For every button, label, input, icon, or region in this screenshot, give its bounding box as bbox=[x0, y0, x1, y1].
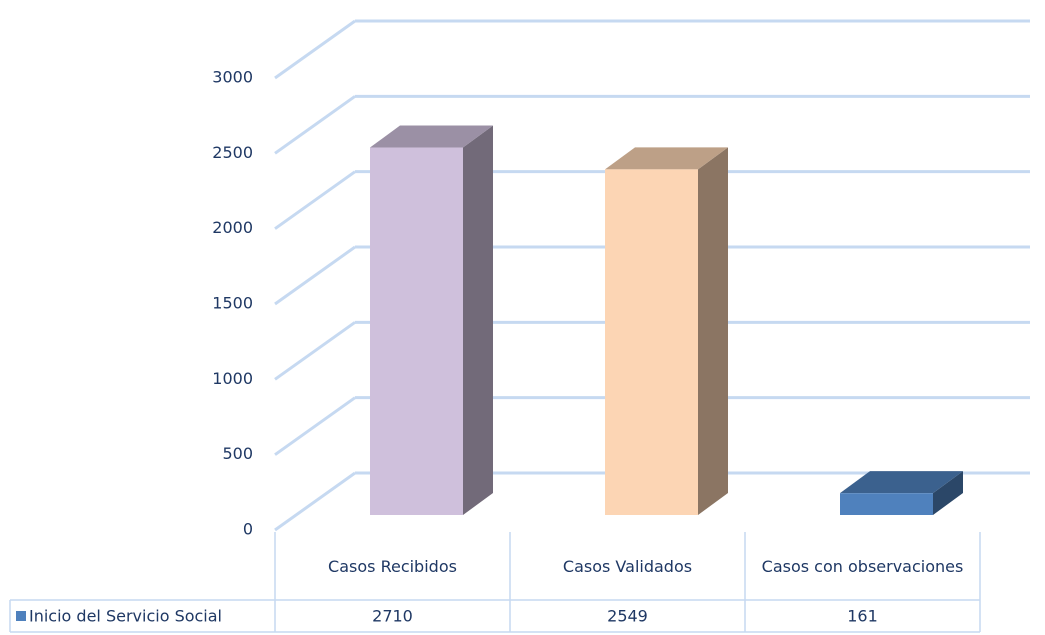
bar bbox=[605, 169, 698, 516]
y-tick-label: 2500 bbox=[212, 143, 253, 162]
grid-line bbox=[274, 396, 356, 456]
x-tick-label: Casos Recibidos bbox=[328, 557, 457, 576]
y-tick-label: 1000 bbox=[212, 369, 253, 388]
y-tick-label: 3000 bbox=[212, 68, 253, 87]
table-value: 2710 bbox=[372, 607, 413, 626]
x-tick-cell: Casos Validados bbox=[562, 557, 693, 576]
y-tick-label: 2000 bbox=[212, 218, 253, 237]
y-tick-label: 0 bbox=[243, 520, 253, 539]
bar-side bbox=[698, 147, 728, 516]
bar-top bbox=[605, 147, 728, 170]
legend-swatch bbox=[16, 611, 26, 621]
bar bbox=[370, 147, 463, 516]
grid-line bbox=[274, 170, 356, 230]
legend-label: Inicio del Servicio Social bbox=[29, 607, 222, 626]
grid-line bbox=[274, 95, 356, 155]
x-tick-cell: Casos Recibidos bbox=[328, 557, 457, 576]
x-tick-cell: Casos con observaciones bbox=[761, 557, 964, 576]
y-tick-label: 500 bbox=[222, 444, 253, 463]
bar bbox=[840, 493, 933, 515]
table-value: 2549 bbox=[607, 607, 648, 626]
bar-top bbox=[370, 125, 493, 148]
grid-line bbox=[274, 19, 356, 80]
bar-side bbox=[933, 471, 963, 515]
grid-line bbox=[274, 245, 356, 306]
x-tick-label: Casos con observaciones bbox=[761, 557, 964, 576]
bar-top bbox=[840, 471, 963, 494]
x-tick-label: Casos Validados bbox=[562, 557, 693, 576]
bar-side bbox=[463, 125, 493, 516]
grid-line bbox=[274, 471, 356, 532]
table-value: 161 bbox=[847, 607, 878, 626]
grid-line bbox=[274, 321, 356, 381]
y-tick-label: 1500 bbox=[212, 294, 253, 313]
